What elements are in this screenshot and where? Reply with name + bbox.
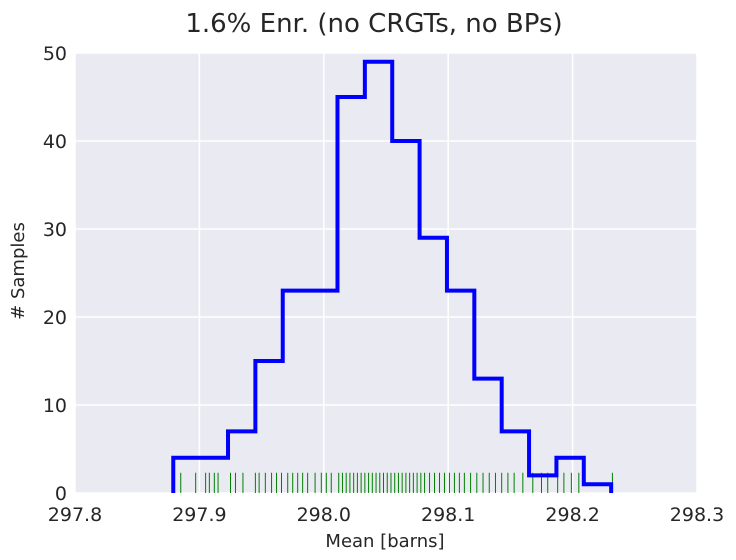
x-tick-label: 298.1 <box>421 504 475 526</box>
grid-lines <box>74 52 698 494</box>
y-tick-label: 20 <box>43 307 67 329</box>
histogram-step-line <box>171 59 614 493</box>
y-tick-label: 0 <box>55 483 67 505</box>
plot-area <box>75 53 697 493</box>
y-tick-labels: 0 10 20 30 40 50 <box>43 43 67 505</box>
y-tick-label: 40 <box>43 131 67 153</box>
x-tick-label: 298.2 <box>545 504 599 526</box>
y-tick-label: 30 <box>43 219 67 241</box>
x-tick-label: 298.3 <box>670 504 724 526</box>
y-axis-label: # Samples <box>8 222 29 320</box>
x-tick-label: 297.9 <box>172 504 226 526</box>
y-tick-label: 50 <box>43 43 67 65</box>
y-tick-label: 10 <box>43 395 67 417</box>
x-tick-label: 298.0 <box>297 504 351 526</box>
chart-title: 1.6% Enr. (no CRGTs, no BPs) <box>185 9 562 39</box>
x-tick-label: 297.8 <box>48 504 102 526</box>
rug-marks <box>180 472 613 493</box>
x-axis-label: Mean [barns] <box>325 531 444 552</box>
x-tick-labels: 297.8 297.9 298.0 298.1 298.2 298.3 <box>48 504 724 526</box>
